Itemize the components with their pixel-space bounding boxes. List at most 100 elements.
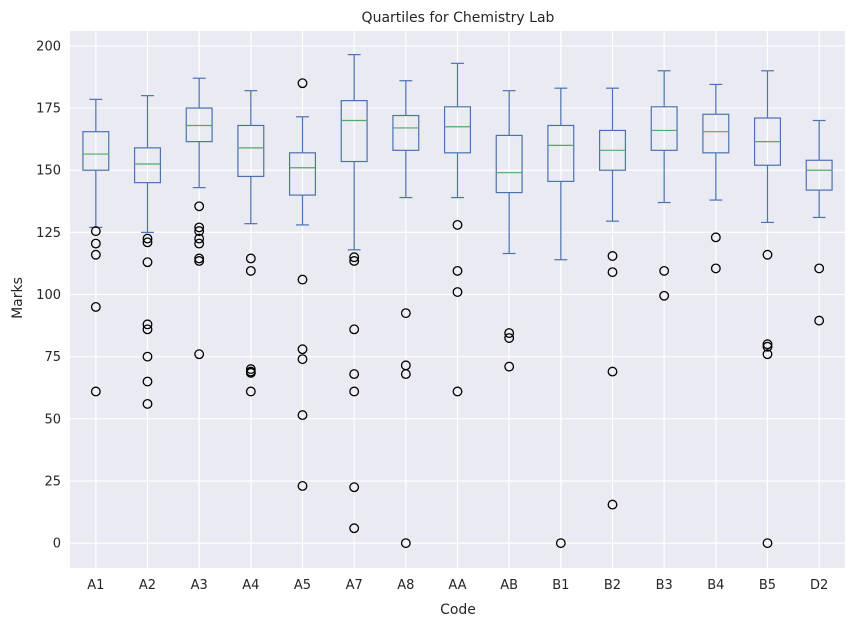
outlier-point [142,324,153,335]
box-iqr [702,113,730,154]
outlier-point [400,369,411,380]
box-iqr [133,147,162,184]
outlier-point [349,523,360,534]
x-tick-label: B5 [759,578,776,593]
boxes-layer [82,54,833,549]
y-tick-label: 50 [44,412,61,427]
x-tick-label: A5 [294,578,311,593]
outlier-point [194,238,205,249]
outlier-point [194,253,205,264]
box-iqr [650,106,678,151]
box-A1 [82,98,110,397]
outlier-point [245,364,256,375]
outlier-point [194,222,205,233]
x-tick-label: B2 [604,578,621,593]
box-B2 [598,87,627,510]
outlier-point [607,267,618,278]
outlier-point [194,201,205,212]
x-tick-label: A3 [191,578,208,593]
x-axis-label: Code [440,602,476,618]
box-A7 [340,54,368,534]
box-AB [495,90,523,372]
box-B5 [753,70,782,549]
x-tick-label: AB [500,578,518,593]
box-iqr [288,152,317,196]
box-B3 [650,70,678,301]
outlier-point [245,265,256,276]
y-tick-label: 175 [36,102,61,117]
outlier-point [90,386,101,397]
outlier-point [504,361,515,372]
outlier-point [194,349,205,360]
outlier-point [90,302,101,312]
outlier-point [762,339,773,350]
outlier-point [297,274,308,285]
outlier-point [762,349,773,360]
box-A8 [392,80,420,549]
box-A2 [133,95,162,409]
outlier-point [452,265,463,276]
box-iqr [392,114,420,151]
outlier-point [142,237,153,248]
x-tick-label: A1 [87,578,104,593]
outlier-point [607,499,618,510]
box-iqr [443,106,472,154]
box-B1 [547,87,575,549]
outlier-point [194,226,205,237]
outlier-point [349,324,360,335]
outlier-point [297,344,308,355]
x-tick-label: B3 [656,578,673,593]
y-tick-label: 0 [53,537,61,552]
box-iqr [82,131,110,171]
outlier-point [555,538,566,549]
box-iqr [340,100,368,163]
outlier-point [349,252,360,263]
y-tick-label: 125 [36,226,61,241]
box-iqr [237,124,265,178]
chart-title: Quartiles for Chemistry Lab [362,10,555,26]
outlier-point [762,538,773,549]
x-tick-label: B4 [707,578,724,593]
x-tick-label: D2 [810,578,828,593]
y-tick-label: 150 [36,164,61,179]
outlier-point [452,219,463,230]
outlier-point [349,369,360,380]
outlier-point [297,481,308,491]
outlier-point [607,251,618,261]
outlier-point [90,226,101,237]
outlier-point [245,386,256,397]
box-iqr [547,124,575,183]
outlier-point [297,354,308,365]
outlier-point [659,265,670,276]
outlier-point [142,319,153,330]
outlier-point [504,333,515,343]
box-B4 [702,83,730,274]
outlier-point [659,290,670,301]
outlier-point [504,328,515,339]
box-AA [443,62,472,397]
x-tick-label: A2 [139,578,156,593]
y-tick-label: 200 [36,39,61,54]
outlier-point [142,351,153,362]
outlier-point [710,232,721,243]
x-tick-labels: A1 A2 A3 A4 A5 A7 A8 AA AB B1 B2 B3 B4 B5 D2 [87,578,828,593]
outlier-point [297,410,308,421]
outlier-point [297,78,308,89]
x-tick-label: B1 [552,578,569,593]
outlier-point [762,341,773,352]
outlier-point [90,238,101,249]
y-tick-labels: 0 25 50 75 100 125 150 175 200 [36,39,61,551]
y-tick-label: 25 [44,474,61,489]
outlier-point [194,233,205,244]
outlier-point [142,398,153,409]
x-tick-label: A7 [346,578,363,593]
outlier-point [142,233,153,244]
box-A4 [237,90,265,397]
outlier-point [142,376,153,387]
y-tick-label: 75 [44,350,61,365]
outlier-point [400,308,411,319]
outlier-point [142,257,153,268]
box-iqr [495,134,523,194]
x-tick-label: A4 [242,578,259,593]
